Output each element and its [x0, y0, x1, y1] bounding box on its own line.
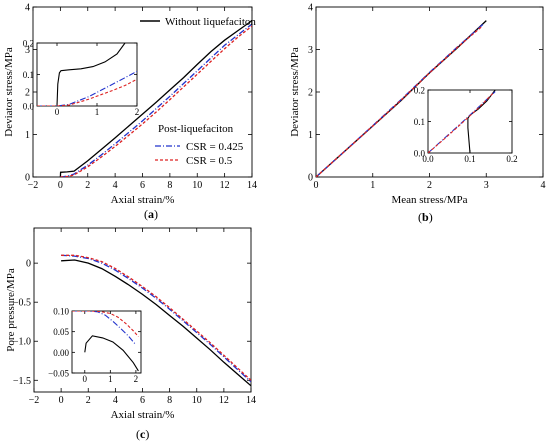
main-x-tick-label: 2	[86, 395, 91, 406]
main-x-tick-label: 6	[140, 395, 145, 406]
main-series-line-1	[61, 254, 251, 383]
legend-title-post: Post-liquefaciton	[158, 123, 234, 135]
x-axis-label: Axial strain/%	[111, 409, 175, 421]
main-x-tick-label: 0	[59, 395, 64, 406]
main-y-tick-label: −1.0	[13, 337, 31, 348]
main-series-line-1	[60, 23, 252, 177]
main-x-tick-label: 8	[167, 395, 172, 406]
main-x-tick-label: 4	[113, 180, 118, 191]
inset-y-tick-label: 0.1	[414, 117, 425, 127]
main-y-tick-label: 3	[25, 45, 30, 56]
inset-chart: 0 1 2 0.0 0.1 0.2	[23, 39, 140, 118]
main-series-line-0	[59, 20, 252, 177]
inset-y-tick-label: 0.05	[53, 327, 69, 337]
panel-label-a: (a)	[144, 207, 158, 221]
inset-series-line-1	[72, 311, 137, 346]
inset-x-tick-label: 2	[134, 374, 139, 384]
inset-y-tick-label: 0.00	[53, 348, 69, 358]
main-y-tick-label: 0	[25, 173, 30, 184]
main-x-tick-label: 8	[167, 180, 172, 191]
y-axis-label: Pore pressure/MPa	[5, 268, 17, 352]
x-axis-label: Axial strain/%	[111, 194, 175, 206]
main-x-tick-label: 12	[219, 395, 229, 406]
inset-chart: 0.0 0.1 0.2 0.0 0.1 0.2	[414, 86, 518, 165]
inset-y-tick-label: 0.10	[53, 307, 69, 317]
main-x-tick-label: 14	[246, 395, 256, 406]
inset-series-line-1	[37, 70, 137, 106]
x-axis-label: Mean stress/MPa	[391, 194, 467, 206]
main-y-tick-label: 0	[308, 173, 313, 184]
inset-y-tick-label: 0.0	[414, 149, 426, 159]
y-axis-label: Deviator stress/MPa	[3, 47, 15, 137]
main-x-tick-label: 4	[541, 180, 546, 191]
main-x-tick-label: 6	[140, 180, 145, 191]
main-series-line-2	[61, 254, 251, 381]
main-y-tick-label: 2	[25, 88, 30, 99]
main-series-line-0	[61, 259, 251, 387]
inset-x-tick-label: 0.2	[506, 154, 517, 164]
main-y-tick-label: 4	[25, 3, 30, 14]
inset-chart: 0 1 2 −0.05 0.00 0.05 0.10	[48, 307, 142, 384]
main-x-tick-label: 12	[220, 180, 230, 191]
main-plot-frame	[33, 227, 252, 393]
inset-y-tick-label: 0.1	[23, 70, 34, 80]
main-x-tick-label: 2	[427, 180, 432, 191]
inset-x-tick-label: 0.0	[422, 154, 434, 164]
inset-x-tick-label: 0	[83, 374, 88, 384]
inset-plot-frame	[36, 42, 138, 107]
main-y-tick-label: −1.5	[13, 376, 31, 387]
legend: Without liquefaciton Post-liquefaciton C…	[140, 16, 256, 167]
main-y-tick-label: 4	[308, 3, 313, 14]
legend-label-csr1: CSR = 0.425	[186, 141, 244, 153]
inset-series-line-2	[72, 311, 139, 337]
inset-series-line-0	[56, 43, 126, 106]
inset-x-tick-label: 0.1	[464, 154, 475, 164]
inset-series-line-2	[37, 78, 137, 106]
y-axis-label: Deviator stress/MPa	[289, 47, 301, 137]
main-x-tick-label: −2	[29, 395, 40, 406]
inset-plot-frame	[71, 310, 142, 374]
inset-plot-frame	[427, 89, 513, 154]
inset-x-tick-label: 0	[55, 107, 60, 117]
main-x-tick-label: 4	[113, 395, 118, 406]
panel-label-b: (b)	[418, 210, 433, 224]
main-x-tick-label: 10	[192, 395, 202, 406]
inset-series-line-0	[84, 335, 139, 372]
main-y-tick-label: −0.5	[13, 298, 31, 309]
main-y-tick-label: 0	[26, 259, 31, 270]
inset-x-tick-label: 1	[95, 107, 100, 117]
main-x-tick-label: 14	[247, 180, 257, 191]
inset-x-tick-label: 1	[108, 374, 113, 384]
main-y-tick-label: 1	[308, 130, 313, 141]
panel-b: 0 1 2 3 4 0 1 2 3 4 Mean stress/MPa Deviator stress…	[289, 3, 546, 207]
inset-y-tick-label: −0.05	[48, 369, 69, 379]
legend-label-csr2: CSR = 0.5	[186, 155, 233, 167]
main-y-tick-label: 3	[308, 45, 313, 56]
inset-x-tick-label: 2	[135, 107, 140, 117]
main-series-line-2	[316, 25, 483, 177]
main-x-tick-label: 0	[314, 180, 319, 191]
main-y-tick-label: 2	[308, 88, 313, 99]
main-x-tick-label: 2	[85, 180, 90, 191]
legend-label-without: Without liquefaciton	[165, 16, 256, 28]
inset-y-tick-label: 0.2	[23, 39, 34, 49]
main-series-line-2	[60, 25, 252, 177]
main-x-tick-label: 10	[192, 180, 202, 191]
main-x-tick-label: 0	[58, 180, 63, 191]
main-x-tick-label: 3	[484, 180, 489, 191]
inset-y-tick-label: 0.0	[23, 102, 35, 112]
main-y-tick-label: 1	[25, 130, 30, 141]
panel-label-c: (c)	[136, 427, 149, 441]
inset-y-tick-label: 0.2	[414, 86, 425, 96]
main-x-tick-label: 1	[370, 180, 375, 191]
main-x-tick-label: −2	[28, 180, 39, 191]
